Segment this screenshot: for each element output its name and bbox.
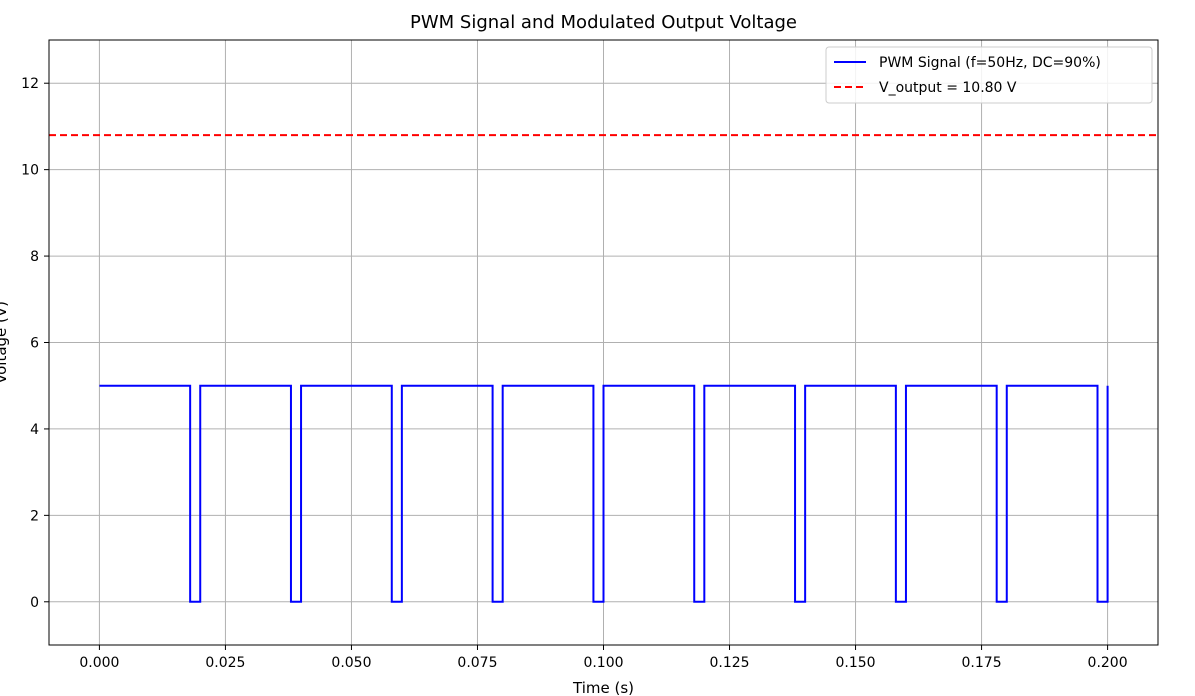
legend-label-pwm-signal: PWM Signal (f=50Hz, DC=90%) [879, 55, 1101, 71]
x-axis: 0.000 0.025 0.050 0.075 0.100 0.125 0.150 0.175… [79, 645, 1128, 671]
x-tick-label: 0.000 [79, 655, 119, 671]
legend-label-v-output: V_output = 10.80 V [879, 80, 1017, 96]
chart-title: PWM Signal and Modulated Output Voltage [410, 12, 797, 33]
x-tick-label: 0.175 [962, 655, 1002, 671]
y-tick-label: 6 [30, 336, 39, 352]
legend: PWM Signal (f=50Hz, DC=90%) V_output = 1… [825, 46, 1153, 104]
x-tick-label: 0.150 [835, 655, 875, 671]
x-tick-label: 0.050 [331, 655, 371, 671]
x-tick-label: 0.025 [205, 655, 245, 671]
grid [49, 40, 1158, 645]
y-tick-label: 12 [21, 76, 39, 92]
series-layer [49, 134, 1158, 603]
y-tick-label: 10 [21, 163, 39, 179]
y-tick-label: 8 [30, 249, 39, 265]
x-tick-label: 0.100 [583, 655, 623, 671]
y-tick-label: 2 [30, 508, 39, 524]
x-axis-title: Time (s) [572, 679, 634, 696]
y-axis-title: Voltage (V) [0, 301, 10, 384]
y-tick-label: 0 [30, 595, 39, 611]
x-tick-label: 0.200 [1088, 655, 1128, 671]
x-tick-label: 0.125 [709, 655, 749, 671]
series-line-pwm-signal [99, 384, 1109, 603]
y-axis: 0 2 4 6 8 10 12 [21, 76, 49, 611]
x-tick-label: 0.075 [457, 655, 497, 671]
y-tick-label: 4 [30, 422, 39, 438]
legend-box [825, 46, 1153, 104]
